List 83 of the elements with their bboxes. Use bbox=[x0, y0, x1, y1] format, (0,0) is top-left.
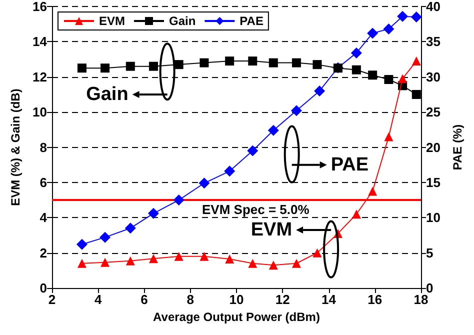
point bbox=[350, 47, 362, 58]
y-tick-label: 10 bbox=[32, 104, 47, 120]
x-tick-label: 8 bbox=[186, 292, 194, 307]
point bbox=[292, 258, 301, 268]
point bbox=[248, 56, 258, 66]
annotation: PAE bbox=[330, 154, 369, 176]
y2-tick-label: 15 bbox=[426, 174, 440, 190]
point bbox=[77, 64, 86, 73]
point bbox=[397, 10, 408, 22]
point bbox=[384, 75, 394, 84]
annotation: Gain bbox=[86, 84, 128, 105]
y2-tick-label: 10 bbox=[426, 210, 440, 226]
point bbox=[174, 60, 184, 70]
point bbox=[173, 194, 184, 206]
point bbox=[198, 178, 210, 189]
point bbox=[268, 124, 279, 136]
point bbox=[148, 208, 159, 219]
y-tick-label: 0 bbox=[40, 280, 47, 296]
point bbox=[126, 62, 135, 71]
point bbox=[225, 254, 234, 264]
point bbox=[398, 74, 408, 84]
point bbox=[314, 85, 326, 96]
point bbox=[268, 58, 278, 68]
y2-tick-label: 40 bbox=[426, 0, 440, 14]
y-tick-label: 16 bbox=[32, 0, 47, 14]
x-axis-title: Average Output Power (dBm) bbox=[153, 310, 320, 324]
y-tick-label: 2 bbox=[40, 245, 47, 260]
point bbox=[148, 254, 158, 264]
point bbox=[312, 248, 322, 258]
y2-tick-label: 30 bbox=[426, 69, 440, 84]
point bbox=[368, 70, 378, 80]
point bbox=[100, 232, 111, 243]
x-tick-label: 12 bbox=[275, 292, 290, 307]
point bbox=[268, 260, 278, 270]
x-tick-label: 10 bbox=[229, 292, 244, 307]
point bbox=[174, 252, 184, 261]
point bbox=[77, 258, 86, 268]
y2-tick-label: 5 bbox=[426, 245, 434, 260]
y-tick-label: 4 bbox=[40, 210, 48, 226]
point bbox=[224, 166, 236, 177]
y-tick-label: 8 bbox=[40, 140, 47, 155]
point bbox=[412, 90, 421, 99]
point bbox=[200, 252, 209, 261]
x-tick-label: 6 bbox=[140, 292, 148, 307]
y2-axis-title: PAE (%) bbox=[450, 124, 464, 170]
legend-label: Gain bbox=[169, 14, 196, 28]
point bbox=[383, 24, 394, 35]
point bbox=[76, 238, 88, 250]
point bbox=[200, 58, 209, 68]
y2-tick-label: 0 bbox=[426, 280, 434, 296]
point bbox=[384, 132, 394, 142]
y-tick-label: 14 bbox=[32, 34, 48, 50]
x-tick-label: 4 bbox=[94, 292, 103, 307]
point bbox=[410, 12, 422, 23]
point bbox=[126, 256, 135, 266]
y2-tick-label: 35 bbox=[426, 34, 440, 50]
x-tick-label: 14 bbox=[322, 292, 337, 307]
y-axis-title: EVM (%) & Gain (dB) bbox=[8, 88, 23, 206]
point bbox=[148, 62, 158, 71]
point bbox=[367, 28, 378, 39]
y-tick-label: 6 bbox=[40, 174, 47, 190]
point bbox=[368, 186, 378, 196]
point bbox=[352, 210, 361, 219]
point bbox=[312, 60, 322, 70]
y2-tick-label: 25 bbox=[426, 104, 440, 120]
x-tick-label: 18 bbox=[414, 292, 428, 307]
point bbox=[412, 56, 421, 66]
legend-label: PAE bbox=[240, 14, 264, 28]
x-tick-label: 16 bbox=[368, 292, 382, 307]
point bbox=[290, 105, 302, 116]
point bbox=[100, 64, 110, 73]
point bbox=[100, 258, 110, 267]
point bbox=[124, 222, 136, 234]
point bbox=[292, 58, 301, 68]
y-tick-label: 12 bbox=[32, 69, 47, 84]
ref-line-label: EVM Spec = 5.0% bbox=[202, 202, 310, 218]
point bbox=[248, 258, 258, 268]
point bbox=[247, 145, 258, 156]
annotation: EVM bbox=[250, 219, 292, 240]
point bbox=[225, 56, 234, 66]
point bbox=[352, 65, 361, 74]
legend-label: EVM bbox=[99, 14, 126, 28]
y2-tick-label: 20 bbox=[426, 140, 440, 155]
